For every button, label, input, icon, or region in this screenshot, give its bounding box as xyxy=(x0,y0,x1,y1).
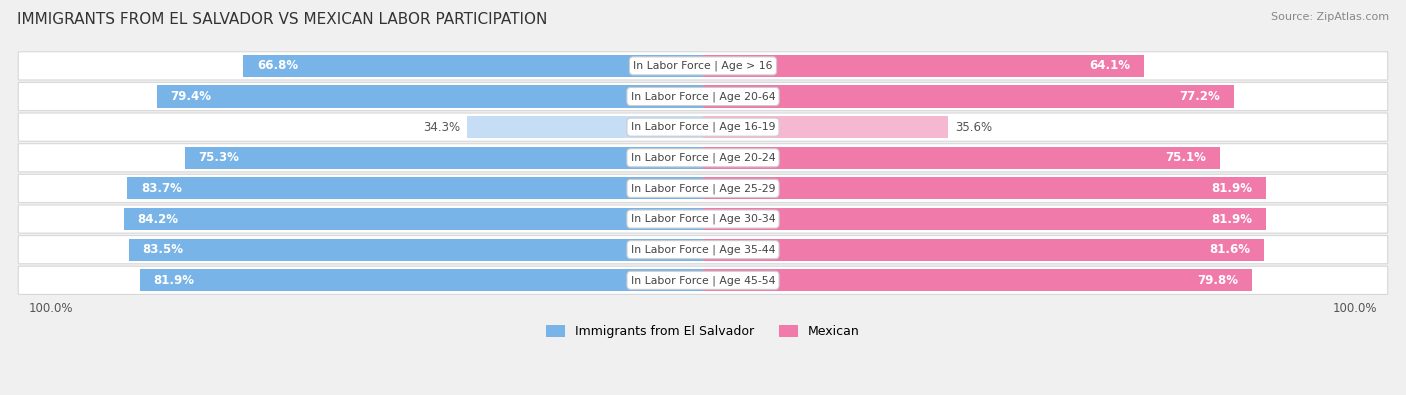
Bar xyxy=(127,177,703,199)
FancyBboxPatch shape xyxy=(18,83,1388,111)
FancyBboxPatch shape xyxy=(18,266,1388,294)
Text: 81.6%: 81.6% xyxy=(1209,243,1251,256)
Text: 64.1%: 64.1% xyxy=(1090,59,1130,72)
Text: 66.8%: 66.8% xyxy=(257,59,298,72)
Bar xyxy=(703,55,1144,77)
Bar xyxy=(467,116,703,138)
Text: 35.6%: 35.6% xyxy=(955,120,993,134)
Text: 75.3%: 75.3% xyxy=(198,151,239,164)
Text: 77.2%: 77.2% xyxy=(1180,90,1220,103)
FancyBboxPatch shape xyxy=(18,113,1388,141)
Text: 79.4%: 79.4% xyxy=(170,90,211,103)
Bar xyxy=(703,177,1267,199)
Bar xyxy=(703,116,948,138)
Text: 34.3%: 34.3% xyxy=(423,120,460,134)
Text: In Labor Force | Age 45-54: In Labor Force | Age 45-54 xyxy=(631,275,775,286)
Text: 83.7%: 83.7% xyxy=(141,182,181,195)
Bar xyxy=(703,239,1264,261)
FancyBboxPatch shape xyxy=(18,144,1388,172)
Text: 75.1%: 75.1% xyxy=(1166,151,1206,164)
Text: 79.8%: 79.8% xyxy=(1198,274,1239,287)
Text: In Labor Force | Age 35-44: In Labor Force | Age 35-44 xyxy=(631,245,775,255)
Bar xyxy=(703,147,1219,169)
Text: In Labor Force | Age 30-34: In Labor Force | Age 30-34 xyxy=(631,214,775,224)
Text: 84.2%: 84.2% xyxy=(138,213,179,226)
FancyBboxPatch shape xyxy=(18,52,1388,80)
Text: IMMIGRANTS FROM EL SALVADOR VS MEXICAN LABOR PARTICIPATION: IMMIGRANTS FROM EL SALVADOR VS MEXICAN L… xyxy=(17,12,547,27)
Bar xyxy=(156,85,703,107)
Text: In Labor Force | Age 20-64: In Labor Force | Age 20-64 xyxy=(631,91,775,102)
Text: In Labor Force | Age 20-24: In Labor Force | Age 20-24 xyxy=(631,152,775,163)
Bar xyxy=(703,208,1267,230)
Bar xyxy=(243,55,703,77)
FancyBboxPatch shape xyxy=(18,174,1388,203)
Text: In Labor Force | Age 25-29: In Labor Force | Age 25-29 xyxy=(631,183,775,194)
Bar xyxy=(139,269,703,292)
FancyBboxPatch shape xyxy=(18,235,1388,264)
Text: 81.9%: 81.9% xyxy=(1212,213,1253,226)
FancyBboxPatch shape xyxy=(18,205,1388,233)
Text: 81.9%: 81.9% xyxy=(153,274,194,287)
Legend: Immigrants from El Salvador, Mexican: Immigrants from El Salvador, Mexican xyxy=(541,320,865,343)
Bar xyxy=(128,239,703,261)
Text: In Labor Force | Age 16-19: In Labor Force | Age 16-19 xyxy=(631,122,775,132)
Bar xyxy=(186,147,703,169)
Bar xyxy=(124,208,703,230)
Text: 83.5%: 83.5% xyxy=(142,243,183,256)
Text: 100.0%: 100.0% xyxy=(1333,302,1378,315)
Text: 81.9%: 81.9% xyxy=(1212,182,1253,195)
Bar xyxy=(703,85,1234,107)
Bar xyxy=(703,269,1251,292)
Text: 100.0%: 100.0% xyxy=(28,302,73,315)
Text: Source: ZipAtlas.com: Source: ZipAtlas.com xyxy=(1271,12,1389,22)
Text: In Labor Force | Age > 16: In Labor Force | Age > 16 xyxy=(633,60,773,71)
